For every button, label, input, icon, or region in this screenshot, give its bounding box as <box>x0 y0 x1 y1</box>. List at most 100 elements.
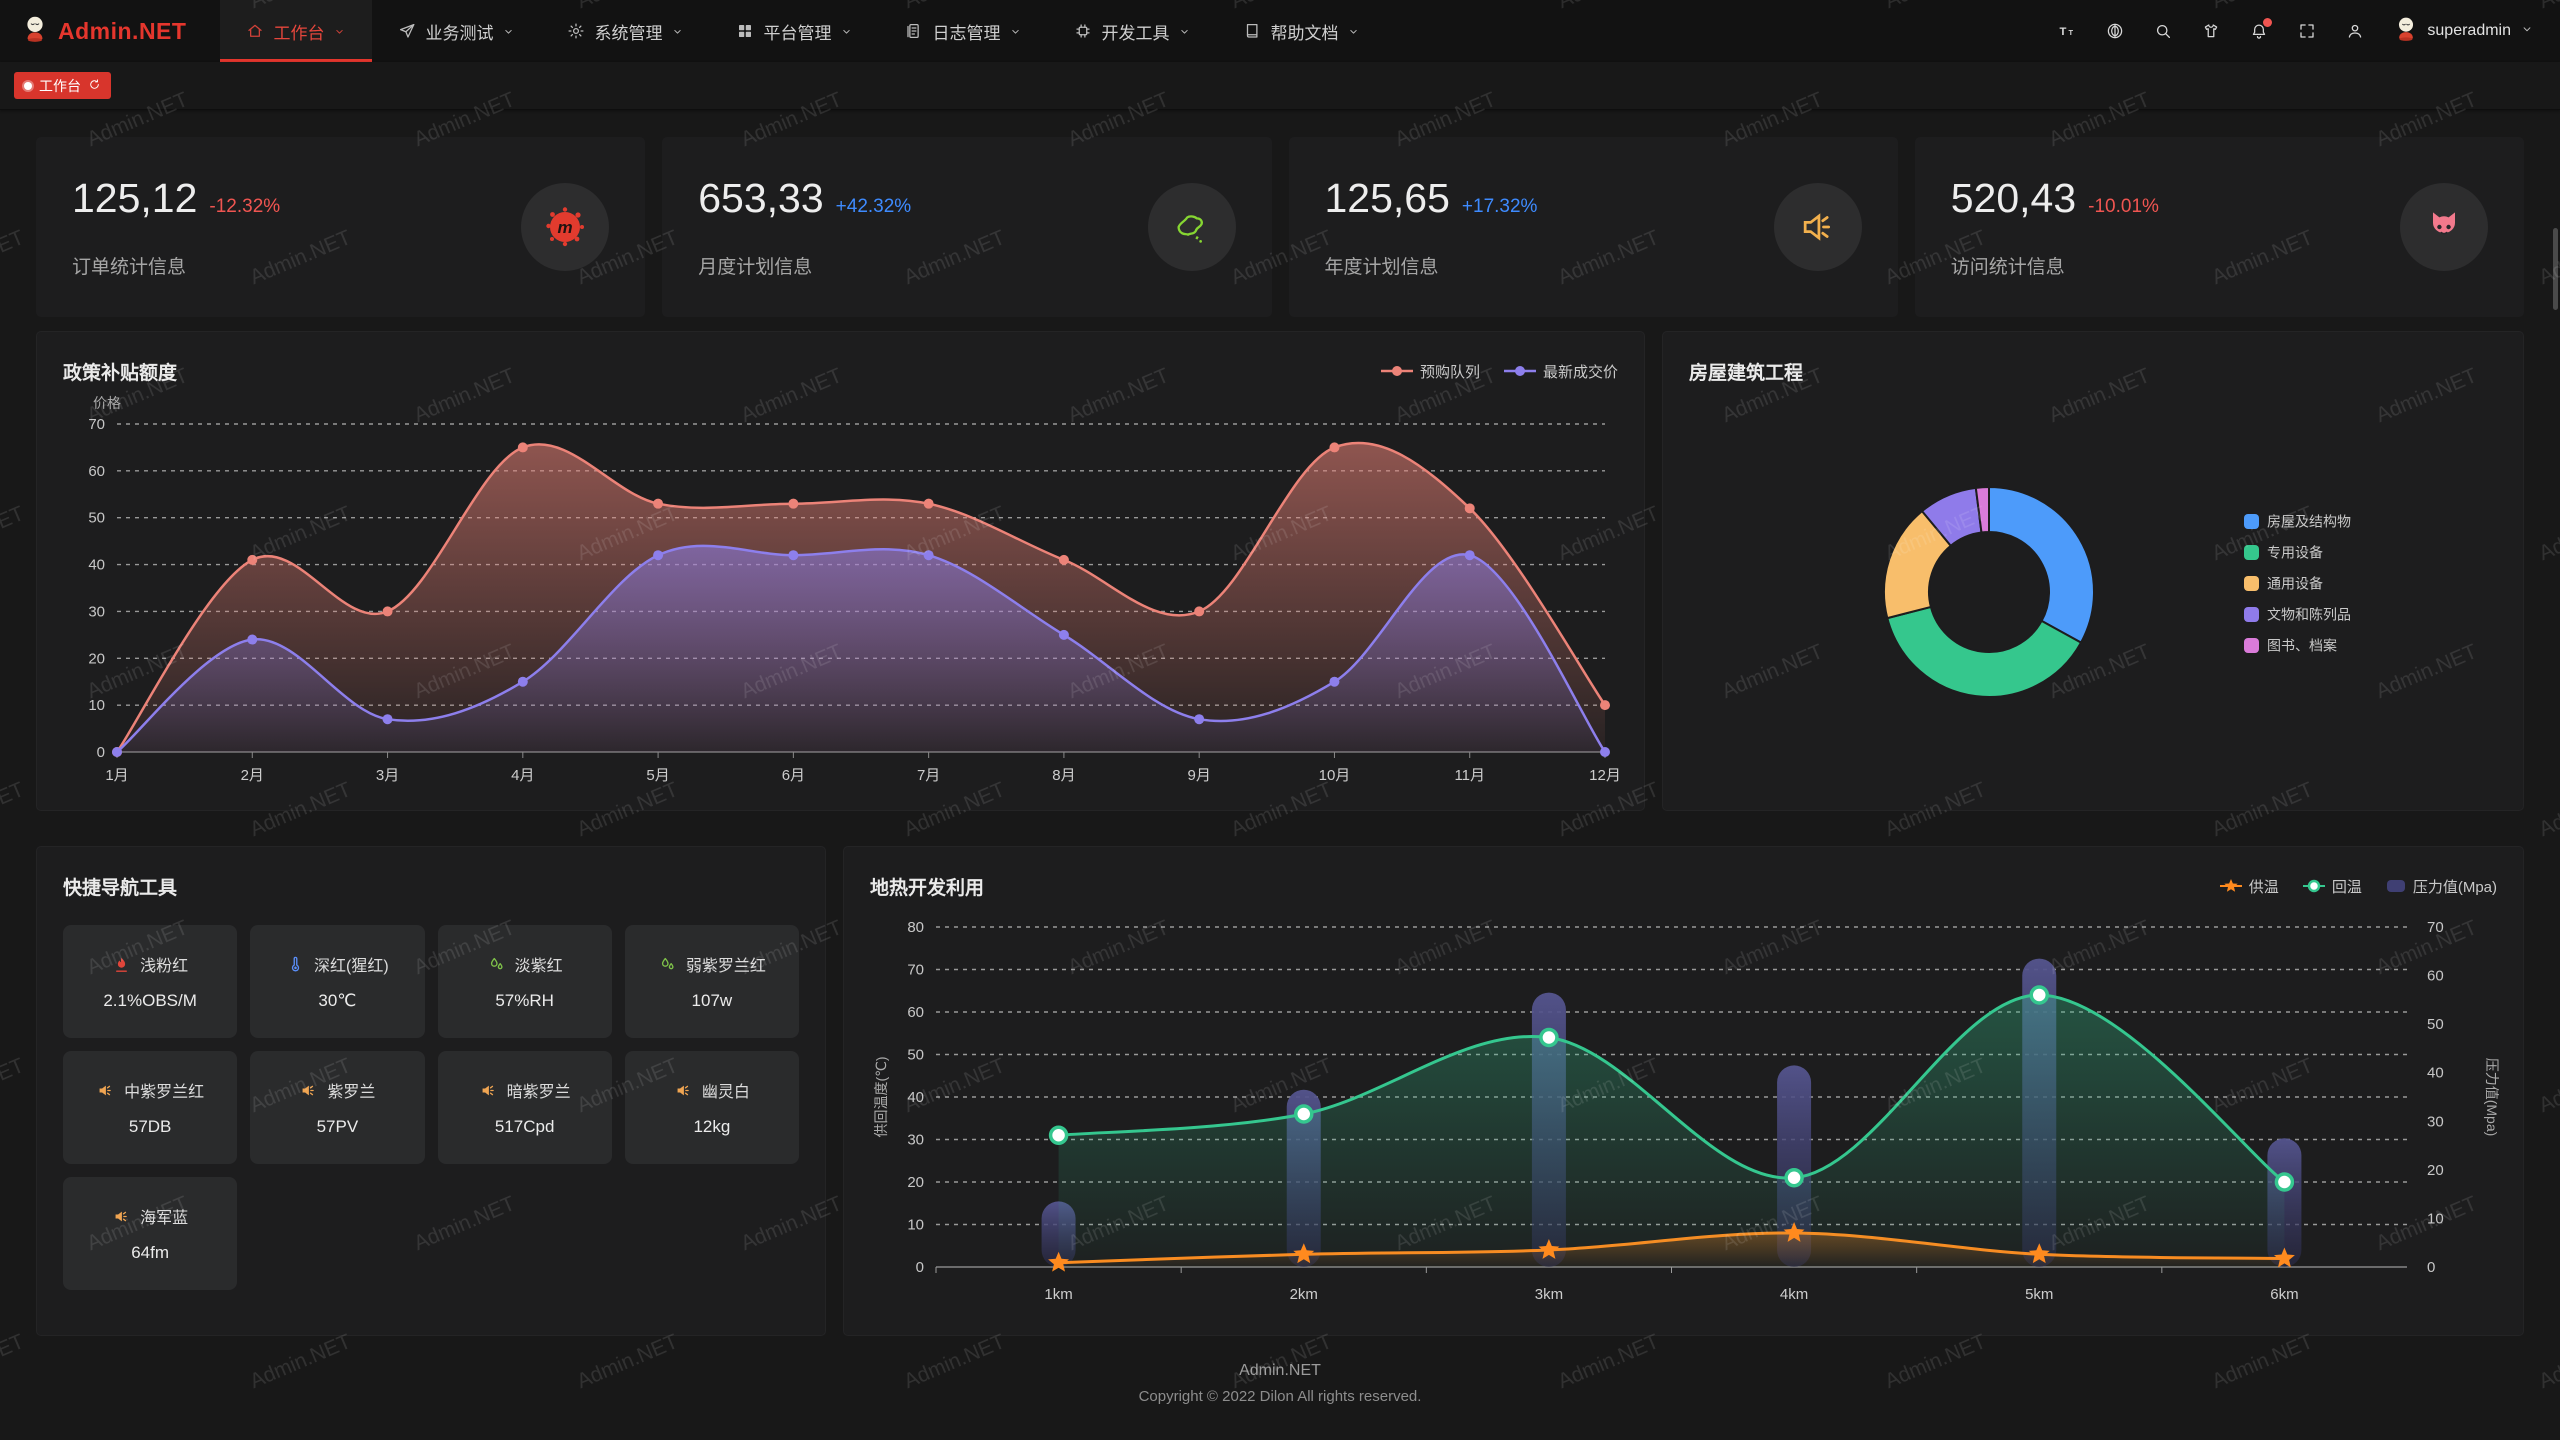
cat-icon <box>2433 212 2455 235</box>
svg-text:8月: 8月 <box>1052 767 1075 784</box>
quick-nav-item-暗紫罗兰[interactable]: 暗紫罗兰 517Cpd <box>437 1051 612 1164</box>
legend-label[interactable]: 专用设备 <box>2267 545 2323 561</box>
stat-icon-circle <box>2400 183 2488 271</box>
logo-mascot-icon <box>22 15 48 48</box>
donut-slice-房屋及结构物[interactable] <box>1988 485 2095 644</box>
legend-label[interactable]: 图书、档案 <box>2267 638 2337 654</box>
svg-text:3月: 3月 <box>376 767 399 784</box>
charts-row-2: 快捷导航工具 浅粉红 2.1%OBS/M 深红(猩红) 30℃ 淡紫红 57%RH 弱… <box>36 846 2524 1336</box>
tab-workbench[interactable]: 工作台 <box>14 72 111 99</box>
user-avatar <box>2394 16 2418 47</box>
quick-nav-item-弱紫罗兰红[interactable]: 弱紫罗兰红 107w <box>624 925 799 1038</box>
svg-text:70: 70 <box>907 962 924 979</box>
legend-item-压力值(Mpa)[interactable]: 压力值(Mpa) <box>2386 876 2497 897</box>
svg-text:12月: 12月 <box>1589 767 1619 784</box>
legend-label[interactable]: 文物和陈列品 <box>2267 607 2351 623</box>
menu-item-帮助文档[interactable]: 帮助文档 <box>1217 0 1386 62</box>
user-name: superadmin <box>2427 22 2511 39</box>
legend-swatch-通用设备[interactable] <box>2244 576 2259 591</box>
quick-nav-item-海军蓝[interactable]: 海军蓝 64fm <box>63 1177 238 1290</box>
quick-nav-value: 64fm <box>131 1243 170 1262</box>
legend-circle-icon <box>2302 879 2325 893</box>
quick-nav-item-浅粉红[interactable]: 浅粉红 2.1%OBS/M <box>63 925 238 1038</box>
nav-tool-theme-icon[interactable] <box>2202 22 2220 40</box>
legend-item-预购队列[interactable]: 预购队列 <box>1380 361 1480 382</box>
svg-text:价格: 价格 <box>93 395 121 411</box>
chevron-down-icon <box>505 29 513 34</box>
notification-badge <box>2263 18 2273 27</box>
svg-text:60: 60 <box>2427 968 2444 985</box>
log-icon <box>907 23 920 39</box>
chevron-down-icon <box>1350 29 1358 34</box>
theme-icon <box>2205 24 2218 38</box>
svg-text:3km: 3km <box>1535 1286 1563 1303</box>
quick-nav-item-幽灵白[interactable]: 幽灵白 12kg <box>624 1051 799 1164</box>
menu-item-开发工具[interactable]: 开发工具 <box>1048 0 1217 62</box>
footer-copyright: Copyright © 2022 Dilon All rights reserv… <box>1138 1388 1422 1405</box>
grid-icon <box>739 25 752 37</box>
svg-text:20: 20 <box>907 1174 924 1191</box>
quick-nav-value: 57%RH <box>495 991 554 1010</box>
user-menu[interactable]: superadmin <box>2394 16 2534 47</box>
legend-swatch-图书、档案[interactable] <box>2244 638 2259 653</box>
panel-housing-construction: 房屋建筑工程 房屋及结构物 专用设备通用设备文物和陈列品 图书、档案 <box>1662 331 2524 811</box>
menu-item-平台管理[interactable]: 平台管理 <box>710 0 879 62</box>
refresh-icon[interactable] <box>88 78 101 94</box>
quick-nav-label: 暗紫罗兰 <box>506 1084 571 1101</box>
quick-nav-item-淡紫红[interactable]: 淡紫红 57%RH <box>437 925 612 1038</box>
tab-label: 工作台 <box>39 77 81 94</box>
stat-value: 653,33 <box>698 175 824 221</box>
legend-label[interactable]: 通用设备 <box>2267 576 2323 592</box>
quick-nav-item-紫罗兰[interactable]: 紫罗兰 57PV <box>250 1051 425 1164</box>
svg-text:10: 10 <box>907 1217 924 1234</box>
svg-text:5月: 5月 <box>646 767 669 784</box>
menu-label: 帮助文档 <box>1270 23 1339 43</box>
legend-swatch-专用设备[interactable] <box>2244 545 2259 560</box>
legend-swatch-房屋及结构物[interactable] <box>2244 514 2259 529</box>
quick-nav-value: 57DB <box>128 1117 172 1136</box>
panel-title: 房屋建筑工程 <box>1689 362 1804 384</box>
speaker-icon <box>302 1085 315 1095</box>
quick-nav-label: 幽灵白 <box>701 1084 750 1101</box>
panel-geothermal: 地热开发利用 供温 回温 压力值(Mpa) 0 10 20 30 40 50 60 70 80 0 10… <box>843 846 2524 1336</box>
donut-slice-专用设备[interactable] <box>1886 605 2083 698</box>
book-icon <box>1247 23 1258 38</box>
main-menu: 工作台 业务测试 系统管理 平台管理 日志管理 开发工具 帮助文档 <box>220 0 1386 62</box>
quick-nav-item-中紫罗兰红[interactable]: 中紫罗兰红 57DB <box>63 1051 238 1164</box>
svg-text:6月: 6月 <box>782 767 805 784</box>
legend-label: 供温 <box>2248 878 2279 896</box>
legend-item-最新成交价[interactable]: 最新成交价 <box>1503 361 1618 382</box>
scrollbar-thumb[interactable] <box>2553 228 2558 310</box>
nav-tool-person-icon[interactable] <box>2346 22 2364 40</box>
speaker-icon <box>482 1085 494 1095</box>
chevron-down-icon <box>336 29 344 34</box>
menu-item-日志管理[interactable]: 日志管理 <box>879 0 1048 62</box>
svg-text:50: 50 <box>88 510 105 527</box>
nav-tool-language-icon[interactable] <box>2106 22 2124 40</box>
app-logo[interactable]: Admin.NET <box>0 0 220 62</box>
quick-nav-value: 57PV <box>316 1117 359 1136</box>
nav-tool-bell-icon[interactable] <box>2250 18 2273 40</box>
gear-icon <box>568 23 584 39</box>
legend-item-供温[interactable]: 供温 <box>2219 876 2279 897</box>
legend-swatch-文物和陈列品[interactable] <box>2244 607 2259 622</box>
menu-item-工作台[interactable]: 工作台 <box>220 0 373 62</box>
bell-icon <box>2253 24 2266 39</box>
legend-label[interactable]: 房屋及结构物 <box>2267 514 2351 530</box>
menu-item-业务测试[interactable]: 业务测试 <box>372 0 541 62</box>
legend-item-回温[interactable]: 回温 <box>2302 876 2362 897</box>
svg-text:2km: 2km <box>1290 1286 1318 1303</box>
legend-label: 最新成交价 <box>1542 363 1618 381</box>
donut-slice-图书、档案[interactable] <box>1974 485 1990 534</box>
legend-bar-icon <box>2386 880 2405 892</box>
nav-tool-fullscreen-icon[interactable] <box>2298 22 2316 40</box>
menu-item-系统管理[interactable]: 系统管理 <box>541 0 710 62</box>
stat-label: 访问统计信息 <box>1950 257 2065 278</box>
legend-line-dot-icon <box>1503 366 1536 376</box>
stat-icon-circle <box>1147 183 1236 271</box>
quick-nav-item-深红(猩红)[interactable]: 深红(猩红) 30℃ <box>250 925 425 1038</box>
chevron-down-icon <box>674 29 682 34</box>
nav-tool-search-icon[interactable] <box>2154 22 2172 40</box>
